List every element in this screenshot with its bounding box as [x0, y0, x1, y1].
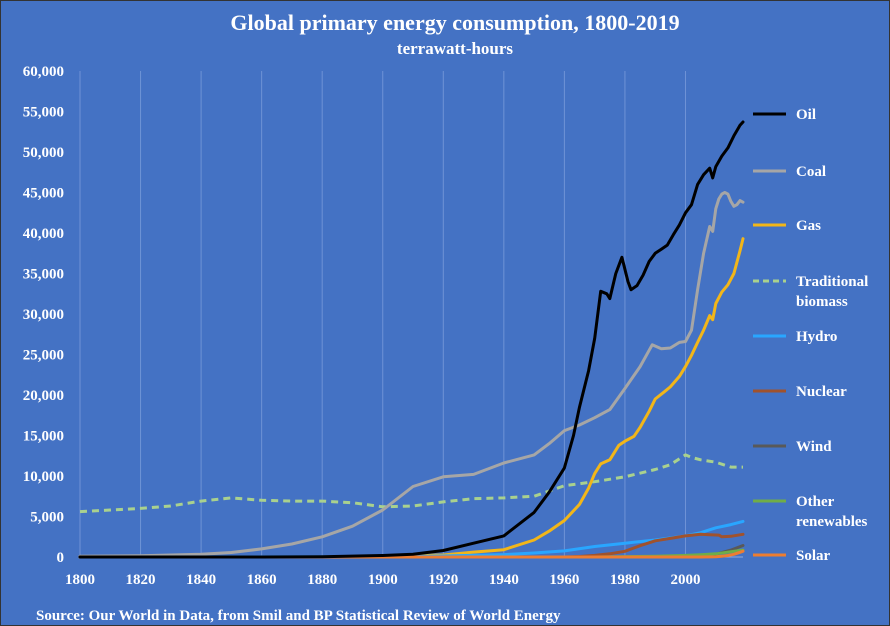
x-tick-label: 1880	[307, 572, 337, 588]
legend-label: Nuclear	[796, 384, 847, 400]
y-tick-label: 55,000	[23, 105, 64, 121]
y-tick-label: 40,000	[23, 226, 64, 242]
y-tick-label: 25,000	[23, 348, 64, 364]
x-tick-label: 1920	[428, 572, 458, 588]
legend-label: Oil	[796, 107, 816, 123]
legend-label: biomass	[796, 294, 848, 310]
chart-subtitle: terrawatt-hours	[397, 39, 514, 58]
y-tick-label: 15,000	[23, 429, 64, 445]
x-tick-label: 1940	[489, 572, 519, 588]
series-lines	[78, 120, 745, 559]
legend-label: Coal	[796, 164, 826, 180]
series-line-oil	[78, 120, 745, 559]
chart-title: Global primary energy consumption, 1800-…	[230, 10, 679, 35]
y-tick-label: 20,000	[23, 388, 64, 404]
x-axis: 1800 1820 1840 1860 1880 1900 1920 1940 1960 1980…	[65, 572, 700, 588]
series-line-solar	[78, 549, 745, 559]
y-tick-label: 5,000	[30, 510, 64, 526]
y-axis: 0 5,000 10,000 15,000 20,000 25,000 30,000 35,0…	[23, 64, 64, 566]
legend-label: Other	[796, 494, 835, 510]
legend-label: renewables	[796, 514, 868, 530]
series-line-traditional-biomass	[79, 453, 743, 514]
x-tick-label: 1840	[186, 572, 216, 588]
gridlines	[79, 71, 743, 558]
y-tick-label: 35,000	[23, 267, 64, 283]
series-line-coal	[78, 191, 745, 558]
x-tick-label: 1980	[610, 572, 640, 588]
x-tick-label: 1820	[126, 572, 156, 588]
y-tick-label: 10,000	[23, 469, 64, 485]
legend-label: Solar	[796, 548, 831, 564]
y-tick-label: 30,000	[23, 307, 64, 323]
series-line-gas	[78, 237, 745, 559]
y-tick-label: 60,000	[23, 64, 64, 80]
x-tick-label: 1900	[368, 572, 398, 588]
y-tick-label: 45,000	[23, 186, 64, 202]
legend-label: Gas	[796, 218, 821, 234]
source-note: Source: Our World in Data, from Smil and…	[36, 608, 561, 624]
series-line-hydro	[78, 519, 745, 559]
y-tick-label: 50,000	[23, 145, 64, 161]
legend: Oil Coal Gas Traditional biomass Hydro Nuclear…	[753, 107, 868, 564]
x-tick-label: 1860	[247, 572, 277, 588]
legend-label: Wind	[796, 439, 832, 455]
x-tick-label: 1800	[65, 572, 95, 588]
legend-label: Traditional	[796, 274, 868, 290]
x-tick-label: 1960	[549, 572, 579, 588]
legend-label: Hydro	[796, 329, 837, 345]
y-tick-label: 0	[57, 550, 65, 566]
x-tick-label: 2000	[670, 572, 700, 588]
